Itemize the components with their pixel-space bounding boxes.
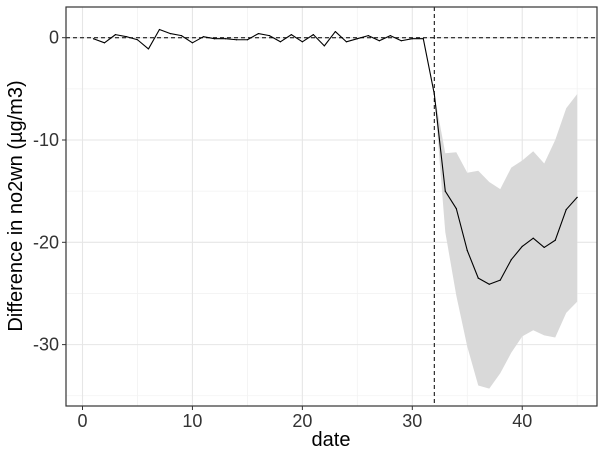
x-tick-label: 0 bbox=[77, 411, 87, 431]
reference-lines bbox=[66, 7, 597, 406]
series-point bbox=[169, 33, 172, 35]
series-point bbox=[389, 35, 391, 37]
series-point bbox=[444, 190, 446, 192]
x-axis: 0 10 20 30 40 bbox=[77, 406, 532, 431]
series-point bbox=[356, 38, 358, 40]
series-point bbox=[378, 40, 380, 42]
series-point bbox=[125, 36, 128, 38]
x-tick-label: 40 bbox=[512, 411, 532, 431]
series-point bbox=[532, 237, 534, 239]
series-point bbox=[565, 208, 567, 211]
series-point bbox=[246, 39, 248, 41]
x-tick-label: 10 bbox=[182, 411, 202, 431]
series-point bbox=[477, 277, 479, 279]
series-point bbox=[400, 40, 402, 42]
y-tick-label: -30 bbox=[33, 335, 59, 355]
series-point bbox=[290, 34, 292, 36]
series-point bbox=[147, 48, 150, 50]
series-point bbox=[114, 34, 117, 36]
series-point bbox=[411, 38, 413, 40]
series-point bbox=[543, 246, 545, 249]
series-point bbox=[422, 38, 424, 40]
series-point bbox=[367, 35, 369, 37]
series-point bbox=[301, 41, 303, 43]
series-point bbox=[576, 196, 578, 198]
series-point bbox=[510, 259, 512, 261]
series-point bbox=[103, 42, 106, 44]
y-tick-label: -10 bbox=[33, 130, 59, 150]
series-point bbox=[554, 239, 556, 241]
x-axis-title: date bbox=[312, 429, 351, 451]
series-point bbox=[345, 41, 347, 43]
confidence-ribbon bbox=[434, 93, 578, 389]
confidence-ribbon-layer bbox=[434, 93, 578, 389]
series-point bbox=[92, 38, 95, 40]
series-point bbox=[191, 42, 194, 44]
series-point bbox=[257, 33, 259, 35]
series-point bbox=[521, 245, 523, 247]
panel-border bbox=[65, 6, 598, 407]
y-tick-label: 0 bbox=[49, 28, 59, 48]
series-point bbox=[235, 39, 238, 41]
series-point bbox=[499, 279, 501, 281]
series-point bbox=[268, 35, 270, 37]
series-point bbox=[136, 39, 139, 41]
series-point bbox=[433, 93, 435, 95]
series-point bbox=[334, 30, 336, 33]
series-point bbox=[202, 36, 205, 38]
x-tick-label: 20 bbox=[292, 411, 312, 431]
series-point bbox=[158, 28, 161, 31]
series-point bbox=[279, 41, 281, 43]
series-point bbox=[213, 38, 216, 40]
series-point bbox=[323, 45, 325, 47]
y-tick-label: -20 bbox=[33, 232, 59, 252]
series-point bbox=[180, 35, 183, 37]
series-point bbox=[224, 38, 227, 40]
series-layer bbox=[92, 28, 578, 285]
x-tick-label: 30 bbox=[402, 411, 422, 431]
series-point bbox=[488, 283, 490, 285]
series-point bbox=[312, 34, 314, 36]
series-point bbox=[455, 207, 457, 210]
series-point bbox=[466, 249, 468, 252]
y-axis: 0 -10 -20 -30 bbox=[33, 28, 66, 355]
y-axis-title: Difference in no2wn (µg/m3) bbox=[5, 80, 27, 331]
